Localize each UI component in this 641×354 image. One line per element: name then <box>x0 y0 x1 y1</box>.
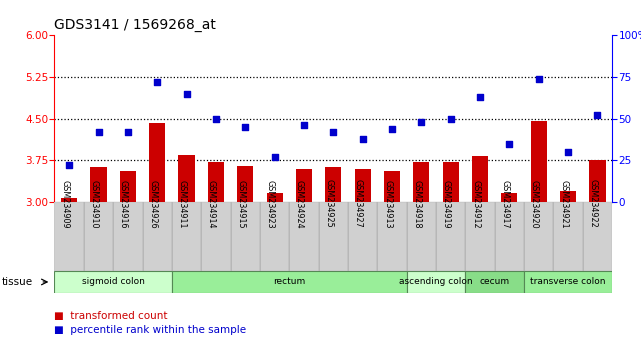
Text: GDS3141 / 1569268_at: GDS3141 / 1569268_at <box>54 18 217 32</box>
Bar <box>524 271 612 293</box>
Bar <box>149 123 165 202</box>
Text: GSM234918: GSM234918 <box>412 179 421 228</box>
Point <box>328 129 338 135</box>
Bar <box>172 202 201 271</box>
Text: GSM234917: GSM234917 <box>501 179 510 228</box>
Text: ■  percentile rank within the sample: ■ percentile rank within the sample <box>54 325 247 335</box>
Bar <box>325 167 342 202</box>
Text: ■  transformed count: ■ transformed count <box>54 311 168 321</box>
Bar <box>208 162 224 202</box>
Bar <box>120 171 136 202</box>
Text: cecum: cecum <box>479 278 510 286</box>
Point <box>64 162 74 168</box>
Bar <box>90 167 106 202</box>
Text: GSM234914: GSM234914 <box>207 179 216 228</box>
Point <box>445 116 456 121</box>
Text: GSM234920: GSM234920 <box>529 179 539 228</box>
Bar <box>443 162 459 202</box>
Bar <box>178 155 195 202</box>
Bar <box>378 202 406 271</box>
Bar <box>142 202 172 271</box>
Bar <box>201 202 231 271</box>
Point <box>416 119 426 125</box>
Text: GSM234925: GSM234925 <box>324 179 333 228</box>
Bar <box>84 202 113 271</box>
Text: GSM234910: GSM234910 <box>90 179 99 228</box>
Point <box>504 141 515 147</box>
Text: GSM234912: GSM234912 <box>471 179 480 228</box>
Text: GSM234924: GSM234924 <box>295 179 304 228</box>
Bar <box>237 166 253 202</box>
Text: GSM234927: GSM234927 <box>354 179 363 228</box>
Bar <box>524 202 553 271</box>
Point <box>152 79 162 85</box>
Text: GSM234919: GSM234919 <box>442 179 451 228</box>
Bar <box>553 202 583 271</box>
Point <box>534 76 544 81</box>
Bar <box>406 271 465 293</box>
Bar <box>436 202 465 271</box>
Bar <box>319 202 348 271</box>
Bar <box>495 202 524 271</box>
Bar <box>231 202 260 271</box>
Point <box>475 94 485 100</box>
Point <box>94 129 104 135</box>
Bar <box>61 198 77 202</box>
Bar <box>465 202 495 271</box>
Text: GSM234915: GSM234915 <box>237 179 246 228</box>
Text: GSM234913: GSM234913 <box>383 179 392 228</box>
Bar <box>560 191 576 202</box>
Bar <box>54 271 172 293</box>
Bar <box>406 202 436 271</box>
Text: rectum: rectum <box>273 278 305 286</box>
Text: GSM234926: GSM234926 <box>148 179 157 228</box>
Text: GSM234909: GSM234909 <box>60 179 69 228</box>
Bar <box>583 202 612 271</box>
Point <box>592 113 603 118</box>
Bar <box>348 202 378 271</box>
Point <box>269 154 279 160</box>
Point <box>563 149 573 155</box>
Text: ascending colon: ascending colon <box>399 278 473 286</box>
Bar <box>384 171 400 202</box>
Text: GSM234923: GSM234923 <box>265 179 274 228</box>
Point <box>122 129 133 135</box>
Point <box>299 122 309 128</box>
Bar <box>54 202 84 271</box>
Bar <box>531 121 547 202</box>
Bar <box>172 271 406 293</box>
Text: tissue: tissue <box>2 277 33 287</box>
Bar <box>501 193 517 202</box>
Bar <box>413 162 429 202</box>
Point <box>211 116 221 121</box>
Bar <box>260 202 289 271</box>
Text: transverse colon: transverse colon <box>530 278 606 286</box>
Point <box>240 124 251 130</box>
Text: GSM234921: GSM234921 <box>559 179 568 228</box>
Point <box>181 91 192 96</box>
Bar <box>354 169 370 202</box>
Text: GSM234922: GSM234922 <box>588 179 597 228</box>
Bar <box>289 202 319 271</box>
Text: sigmoid colon: sigmoid colon <box>82 278 145 286</box>
Bar <box>472 156 488 202</box>
Point <box>358 136 368 141</box>
Bar <box>296 169 312 202</box>
Bar <box>590 160 606 202</box>
Text: GSM234916: GSM234916 <box>119 179 128 228</box>
Bar <box>113 202 142 271</box>
Point <box>387 126 397 131</box>
Bar <box>465 271 524 293</box>
Text: GSM234911: GSM234911 <box>178 179 187 228</box>
Bar <box>267 193 283 202</box>
